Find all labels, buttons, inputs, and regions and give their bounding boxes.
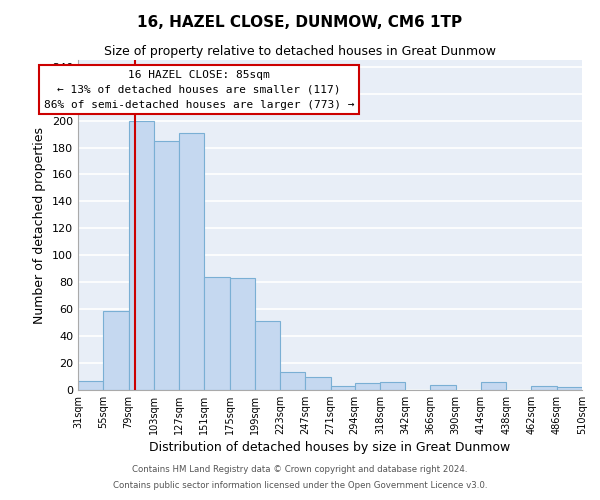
Text: 16 HAZEL CLOSE: 85sqm
← 13% of detached houses are smaller (117)
86% of semi-det: 16 HAZEL CLOSE: 85sqm ← 13% of detached … xyxy=(44,70,354,110)
Text: Contains public sector information licensed under the Open Government Licence v3: Contains public sector information licen… xyxy=(113,480,487,490)
Bar xyxy=(128,120,154,390)
Bar xyxy=(305,376,331,390)
Bar xyxy=(331,386,355,390)
Bar xyxy=(103,310,128,390)
Bar xyxy=(204,277,230,390)
Bar xyxy=(230,278,255,390)
Bar xyxy=(154,141,179,390)
Bar xyxy=(557,388,582,390)
X-axis label: Distribution of detached houses by size in Great Dunmow: Distribution of detached houses by size … xyxy=(149,441,511,454)
Bar xyxy=(430,384,456,390)
Bar xyxy=(255,322,280,390)
Text: Size of property relative to detached houses in Great Dunmow: Size of property relative to detached ho… xyxy=(104,45,496,58)
Bar xyxy=(481,382,506,390)
Text: 16, HAZEL CLOSE, DUNMOW, CM6 1TP: 16, HAZEL CLOSE, DUNMOW, CM6 1TP xyxy=(137,15,463,30)
Bar xyxy=(380,382,405,390)
Bar xyxy=(280,372,305,390)
Y-axis label: Number of detached properties: Number of detached properties xyxy=(34,126,46,324)
Bar xyxy=(78,380,103,390)
Text: Contains HM Land Registry data © Crown copyright and database right 2024.: Contains HM Land Registry data © Crown c… xyxy=(132,466,468,474)
Bar xyxy=(532,386,557,390)
Bar xyxy=(179,132,204,390)
Bar xyxy=(355,384,380,390)
